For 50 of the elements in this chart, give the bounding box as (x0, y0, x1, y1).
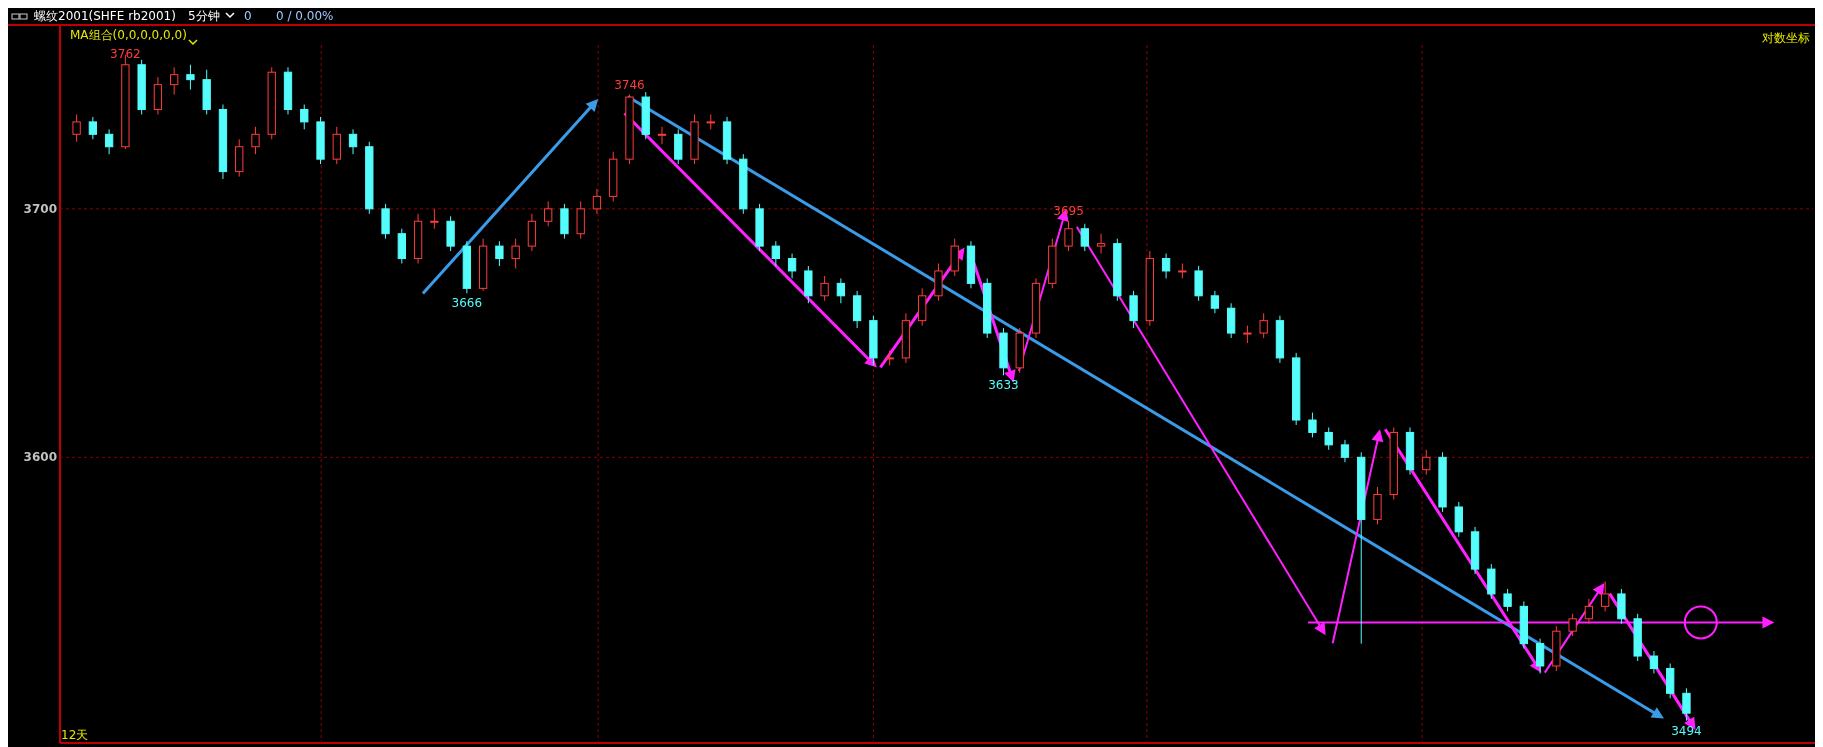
candlestick (1584, 598, 1594, 625)
annotation: 3633 (988, 378, 1019, 393)
candlestick (72, 113, 81, 143)
candlestick (511, 238, 520, 269)
candlestick (1649, 650, 1659, 674)
y-tick-label: 3700 (23, 202, 57, 217)
text: 0 (244, 9, 252, 23)
chart-subtitle: 5分钟 (188, 9, 220, 23)
candlestick (1600, 581, 1610, 612)
candlestick (1161, 253, 1171, 279)
candlestick (495, 240, 504, 267)
candlestick (1535, 638, 1545, 674)
annotation: 3666 (451, 296, 483, 311)
candlestick (1096, 233, 1106, 255)
candlestick (836, 277, 846, 304)
annotation: 3695 (1053, 204, 1084, 219)
candlestick (592, 188, 602, 215)
candlestick (1210, 290, 1220, 314)
candlestick (186, 64, 195, 91)
candlestick (1064, 220, 1073, 252)
candlestick (1340, 439, 1350, 463)
candlestick (300, 104, 309, 130)
candlestick (1422, 449, 1431, 476)
candlestick (771, 240, 780, 267)
annotation: 3746 (614, 77, 645, 92)
candlestick (1682, 687, 1691, 722)
candlestick (1259, 312, 1268, 339)
annotation: MA组合(0,0,0,0,0,0) (70, 28, 187, 42)
annotation: 3762 (110, 47, 141, 61)
candlestick (820, 275, 829, 302)
candlestick (251, 126, 260, 155)
candlestick (1324, 426, 1333, 451)
candlestick (787, 253, 797, 279)
candlestick (88, 116, 98, 140)
candlestick (657, 126, 667, 145)
candlestick (104, 128, 114, 155)
candlestick (1503, 588, 1512, 612)
y-tick-label: 3600 (23, 450, 57, 465)
annotation: 12天 (61, 728, 89, 742)
candlestick (1308, 412, 1317, 438)
chart-title: 螺纹2001(SHFE rb2001) (34, 9, 176, 23)
annotation: 3494 (1671, 723, 1702, 738)
candlestick (1080, 223, 1089, 252)
candlestick (170, 66, 179, 96)
candlestick (430, 208, 439, 230)
candlestick (544, 200, 553, 227)
candlestick (1568, 613, 1577, 637)
text: 对数坐标 (1762, 31, 1810, 45)
candlestick (348, 128, 358, 155)
text: 0 / 0.00% (276, 9, 334, 23)
